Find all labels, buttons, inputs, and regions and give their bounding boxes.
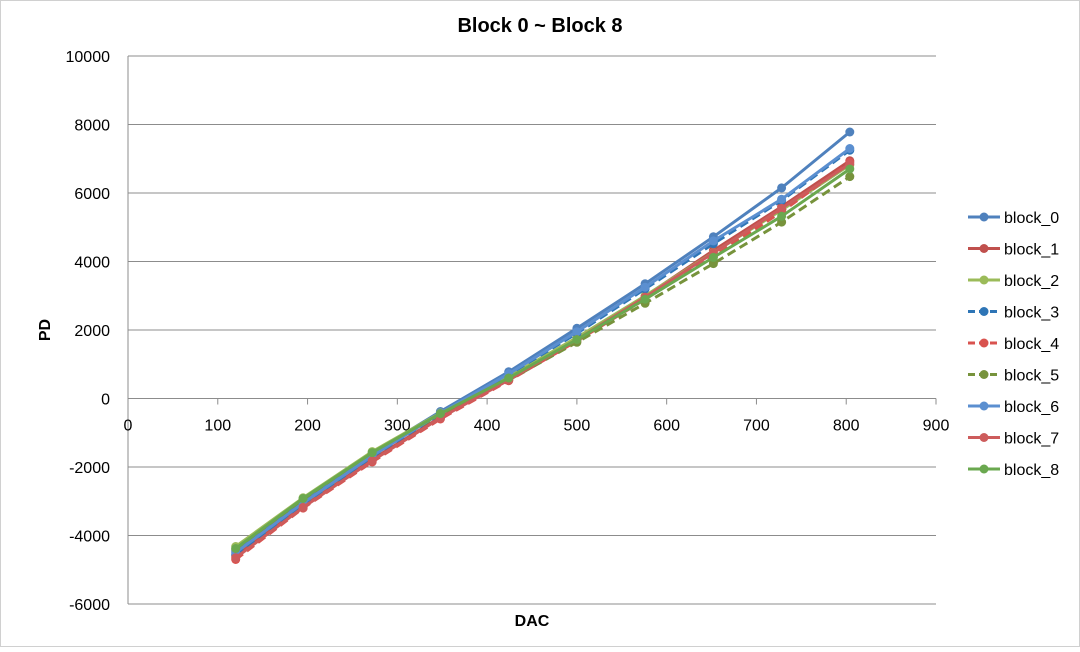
legend-swatch-marker <box>979 244 989 253</box>
legend-swatch-marker <box>979 338 989 348</box>
series-line <box>234 147 851 554</box>
legend-item-block-0: block_0 <box>968 210 1059 227</box>
legend-item-block-2: block_2 <box>968 273 1059 290</box>
y-tick-label: 8000 <box>74 118 110 135</box>
legend-label: block_7 <box>1004 431 1059 448</box>
legend-item-block-5: block_5 <box>968 368 1059 385</box>
legend-label: block_4 <box>1004 336 1059 353</box>
legend-item-block-7: block_7 <box>968 431 1059 448</box>
legend-label: block_0 <box>1004 210 1059 227</box>
data-point <box>298 502 308 512</box>
x-tick-label: 800 <box>833 418 860 435</box>
data-point <box>572 327 582 337</box>
legend-swatch-marker <box>979 275 989 285</box>
legend-label: block_2 <box>1004 273 1059 290</box>
legend-swatch-marker <box>979 464 989 474</box>
y-tick-label: -2000 <box>69 460 110 477</box>
data-point <box>231 544 241 553</box>
x-tick-label: 400 <box>474 418 501 435</box>
data-point <box>845 144 855 153</box>
legend-label: block_8 <box>1004 462 1059 479</box>
data-point <box>435 409 445 419</box>
x-axis-label: DAC <box>515 613 550 630</box>
data-point <box>708 236 718 246</box>
data-point <box>845 127 855 137</box>
data-point <box>708 252 718 262</box>
x-tick-label: 500 <box>564 418 591 435</box>
legend-swatch-marker <box>979 401 989 411</box>
series-block-8 <box>231 164 855 553</box>
data-point <box>231 553 241 563</box>
data-point <box>777 203 787 213</box>
data-point <box>504 373 514 383</box>
y-tick-label: -4000 <box>69 529 110 546</box>
data-point <box>777 194 787 204</box>
legend-item-block-4: block_4 <box>968 336 1059 353</box>
data-point <box>708 259 718 269</box>
data-point <box>777 183 787 193</box>
legend-swatch-marker <box>979 370 989 379</box>
data-point <box>640 282 650 292</box>
data-point <box>367 456 377 466</box>
legend-label: block_1 <box>1004 242 1059 259</box>
chart-title: Block 0 ~ Block 8 <box>457 15 622 37</box>
x-tick-label: 100 <box>204 418 231 435</box>
data-point <box>845 164 855 174</box>
legend-label: block_6 <box>1004 399 1059 416</box>
data-point <box>845 172 855 182</box>
legend-item-block-6: block_6 <box>968 399 1059 416</box>
x-tick-label: 300 <box>384 418 411 435</box>
x-tick-label: 600 <box>653 418 680 435</box>
data-point <box>298 494 308 503</box>
y-tick-label: -6000 <box>69 597 110 614</box>
x-tick-label: 700 <box>743 418 770 435</box>
y-tick-label: 10000 <box>66 49 111 66</box>
y-tick-label: 0 <box>101 392 110 409</box>
series-line <box>234 167 851 550</box>
legend-label: block_5 <box>1004 368 1059 385</box>
x-tick-label: 900 <box>923 418 950 435</box>
data-point <box>777 211 787 221</box>
legend: block_0 block_1 block_2 block_3 block_4block… <box>968 210 1059 479</box>
legend-swatch-marker <box>979 433 989 442</box>
legend-label: block_3 <box>1004 305 1059 322</box>
y-tick-label: 2000 <box>74 323 110 340</box>
y-tick-label: 4000 <box>74 255 110 272</box>
data-point <box>572 335 582 345</box>
legend-swatch-marker <box>979 307 989 316</box>
data-point <box>640 294 650 304</box>
legend-item-block-1: block_1 <box>968 242 1059 259</box>
x-tick-label: 200 <box>294 418 321 435</box>
legend-item-block-8: block_8 <box>968 462 1059 479</box>
legend-swatch-marker <box>979 212 989 222</box>
legend-item-block-3: block_3 <box>968 305 1059 322</box>
y-tick-label: 6000 <box>74 186 110 203</box>
x-tick-label: 0 <box>124 418 133 435</box>
data-point <box>367 448 377 458</box>
series-lines <box>231 127 855 564</box>
y-axis-label: PD <box>37 319 54 341</box>
axes: -6000 -4000 -2000 0 2000 4000 6000 8000 10000 0 10… <box>66 49 950 614</box>
